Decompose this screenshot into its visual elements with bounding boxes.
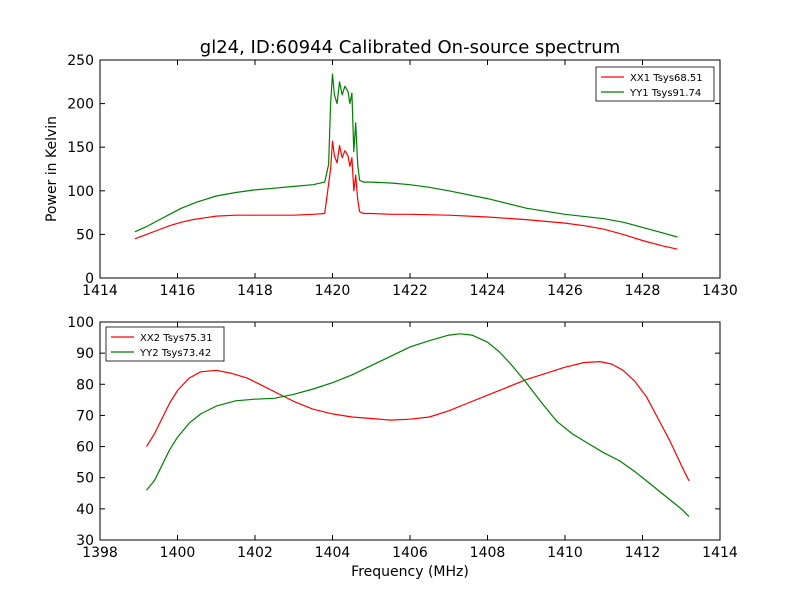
- x-tick-label: 1408: [470, 545, 506, 561]
- series-line-1: [145, 361, 690, 482]
- x-axis-label: Frequency (MHz): [351, 564, 469, 580]
- series-line-2: [146, 333, 690, 518]
- x-tick-label: 1402: [237, 545, 273, 561]
- x-tick-label: 1414: [82, 283, 118, 299]
- x-tick-label: 1400: [160, 545, 196, 561]
- legend-label-2: YY1 Tsys91.74: [629, 88, 701, 99]
- series-line-2: [134, 73, 678, 238]
- y-tick-label: 100: [67, 315, 94, 331]
- legend-box: [105, 326, 225, 362]
- x-tick-label: 1430: [702, 283, 738, 299]
- y-axis-label: Power in Kelvin: [44, 116, 60, 222]
- x-tick-label: 1404: [315, 545, 351, 561]
- legend-box: [595, 66, 715, 102]
- y-tick-label: 90: [76, 346, 94, 362]
- y-tick-label: 0: [85, 271, 94, 287]
- y-tick-label: 70: [76, 408, 94, 424]
- top-plot-area: 1414 1416 1418 1420 1422 1424 1426 1428 1430 0 50 1…: [67, 53, 738, 299]
- x-tick-label: 1414: [702, 545, 738, 561]
- y-tick-label: 150: [67, 140, 94, 156]
- x-tick-label: 1420: [315, 283, 351, 299]
- y-tick-label: 50: [76, 471, 94, 487]
- x-tick-label: 1412: [625, 545, 661, 561]
- bottom-plot-area: 1398 1400 1402 1404 1406 1408 1410 1412 1414 30 40…: [67, 315, 738, 561]
- x-tick-label: 1426: [547, 283, 583, 299]
- x-tick-label: 1406: [392, 545, 428, 561]
- y-tick-label: 40: [76, 502, 94, 518]
- y-tick-label: 80: [76, 377, 94, 393]
- x-tick-label: 1424: [470, 283, 506, 299]
- legend-label-2: YY2 Tsys73.42: [139, 348, 211, 359]
- y-tick-label: 60: [76, 440, 94, 456]
- x-tick-label: 1418: [237, 283, 273, 299]
- x-tick-label: 1398: [82, 545, 118, 561]
- bottom-spectrum-panel: Frequency (MHz) 1398 1400 1402 1404 1406 1408…: [67, 315, 738, 580]
- y-tick-label: 30: [76, 533, 94, 549]
- y-tick-label: 50: [76, 227, 94, 243]
- legend-label-1: XX1 Tsys68.51: [630, 73, 703, 84]
- y-tick-label: 250: [67, 53, 94, 69]
- x-tick-label: 1416: [160, 283, 196, 299]
- top-spectrum-panel: gl24, ID:60944 Calibrated On-source spec…: [44, 37, 738, 299]
- y-tick-label: 200: [67, 97, 94, 113]
- y-tick-label: 100: [67, 184, 94, 200]
- x-tick-label: 1410: [547, 545, 583, 561]
- x-tick-label: 1422: [392, 283, 428, 299]
- chart-title: gl24, ID:60944 Calibrated On-source spec…: [200, 37, 620, 58]
- series-line-1: [134, 140, 678, 250]
- legend-label-1: XX2 Tsys75.31: [140, 333, 213, 344]
- x-tick-label: 1428: [625, 283, 661, 299]
